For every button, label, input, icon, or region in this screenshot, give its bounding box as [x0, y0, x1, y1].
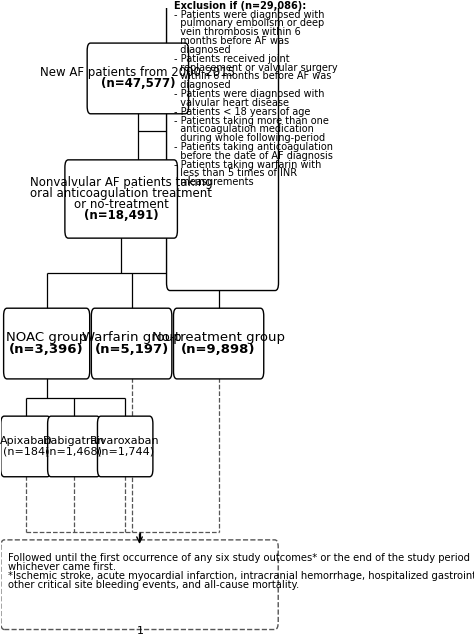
FancyBboxPatch shape [65, 160, 177, 238]
Text: (n=1,468): (n=1,468) [46, 447, 102, 456]
FancyBboxPatch shape [98, 416, 153, 477]
Text: Rivaroxaban: Rivaroxaban [91, 437, 160, 446]
Text: vein thrombosis within 6: vein thrombosis within 6 [174, 28, 301, 37]
Text: replacement or valvular surgery: replacement or valvular surgery [174, 63, 337, 72]
Text: (n=1,744): (n=1,744) [97, 447, 154, 456]
Text: *Ischemic stroke, acute myocardial infarction, intracranial hemorrhage, hospital: *Ischemic stroke, acute myocardial infar… [8, 570, 474, 581]
FancyBboxPatch shape [1, 416, 51, 477]
Text: Apixaban: Apixaban [0, 437, 52, 446]
Text: (n=3,396): (n=3,396) [9, 343, 84, 356]
Text: New AF patients from 2000-2015: New AF patients from 2000-2015 [40, 67, 236, 79]
Text: - Patients < 18 years of age: - Patients < 18 years of age [174, 106, 310, 117]
Text: - Patients were diagnosed with: - Patients were diagnosed with [174, 89, 324, 99]
Text: 1: 1 [137, 626, 144, 637]
Text: whichever came first.: whichever came first. [8, 562, 116, 572]
Text: before the date of AF diagnosis: before the date of AF diagnosis [174, 151, 333, 161]
Text: measurements: measurements [174, 178, 254, 187]
FancyBboxPatch shape [1, 540, 278, 629]
Text: (n=184): (n=184) [2, 447, 49, 456]
Text: pulmonary embolism or deep: pulmonary embolism or deep [174, 19, 324, 28]
Text: Exclusion if (n=29,086):: Exclusion if (n=29,086): [174, 1, 306, 11]
Text: or no-treatment: or no-treatment [74, 198, 169, 211]
Text: - Patients taking warfarin with: - Patients taking warfarin with [174, 160, 321, 170]
Text: Dabigatran: Dabigatran [43, 437, 105, 446]
FancyBboxPatch shape [166, 0, 279, 290]
Text: - Patients received joint: - Patients received joint [174, 54, 290, 64]
Text: No-treatment group: No-treatment group [152, 331, 285, 344]
Text: NOAC group: NOAC group [6, 331, 87, 344]
Text: - Patients were diagnosed with: - Patients were diagnosed with [174, 10, 324, 20]
Text: anticoagulation medication: anticoagulation medication [174, 124, 314, 135]
Text: Followed until the first occurrence of any six study outcomes* or the end of the: Followed until the first occurrence of a… [8, 553, 474, 563]
Text: - Patients taking more than one: - Patients taking more than one [174, 115, 328, 126]
Text: within 6 months before AF was: within 6 months before AF was [174, 71, 331, 81]
Text: valvular heart disease: valvular heart disease [174, 98, 289, 108]
Text: - Patients taking anticoagulation: - Patients taking anticoagulation [174, 142, 333, 152]
Text: (n=9,898): (n=9,898) [182, 343, 256, 356]
Text: during whole following-period: during whole following-period [174, 133, 325, 143]
Text: (n=47,577): (n=47,577) [100, 78, 175, 90]
Text: (n=5,197): (n=5,197) [94, 343, 169, 356]
Text: Nonvalvular AF patients taking: Nonvalvular AF patients taking [30, 176, 212, 189]
Text: months before AF was: months before AF was [174, 36, 289, 46]
FancyBboxPatch shape [87, 43, 189, 114]
Text: diagnosed: diagnosed [174, 45, 230, 55]
FancyBboxPatch shape [91, 308, 172, 379]
Text: (n=18,491): (n=18,491) [84, 209, 158, 222]
FancyBboxPatch shape [4, 308, 90, 379]
Text: oral anticoagulation treatment: oral anticoagulation treatment [30, 187, 212, 200]
Text: diagnosed: diagnosed [174, 80, 230, 90]
FancyBboxPatch shape [173, 308, 264, 379]
Text: less than 5 times of INR: less than 5 times of INR [174, 169, 297, 178]
Text: other critical site bleeding events, and all-cause mortality.: other critical site bleeding events, and… [8, 579, 299, 590]
Text: Warfarin group: Warfarin group [82, 331, 182, 344]
FancyBboxPatch shape [47, 416, 100, 477]
